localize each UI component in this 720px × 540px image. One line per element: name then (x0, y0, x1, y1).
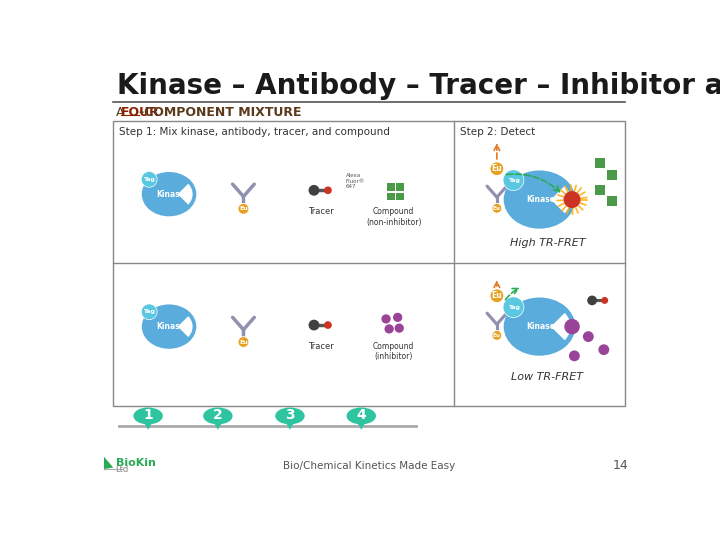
Text: Step 1: Mix kinase, antibody, tracer, and compound: Step 1: Mix kinase, antibody, tracer, an… (120, 127, 390, 137)
Text: Eu: Eu (493, 206, 501, 211)
Text: Bio/Chemical Kinetics Made Easy: Bio/Chemical Kinetics Made Easy (283, 461, 455, 471)
Wedge shape (178, 316, 193, 337)
Text: 1: 1 (143, 408, 153, 422)
Bar (387, 193, 395, 200)
Circle shape (141, 172, 157, 187)
Circle shape (238, 204, 249, 214)
Circle shape (601, 297, 608, 304)
Ellipse shape (504, 171, 575, 228)
Circle shape (384, 325, 394, 334)
Circle shape (382, 314, 391, 323)
Text: Eu: Eu (239, 340, 248, 345)
Polygon shape (214, 423, 222, 430)
Bar (607, 170, 617, 179)
Text: Eu: Eu (493, 333, 501, 338)
Circle shape (309, 185, 320, 195)
Text: BioKin: BioKin (116, 458, 156, 468)
Text: Tag: Tag (508, 305, 519, 310)
Text: Step 2: Detect: Step 2: Detect (461, 127, 536, 137)
Circle shape (564, 319, 580, 334)
Circle shape (490, 162, 504, 176)
Circle shape (492, 330, 502, 340)
Text: 2: 2 (213, 408, 222, 422)
Ellipse shape (504, 298, 575, 356)
Text: Kinase: Kinase (526, 195, 556, 204)
Text: -COMPONENT MIXTURE: -COMPONENT MIXTURE (139, 106, 302, 119)
Text: Kinase: Kinase (156, 190, 185, 199)
Bar (595, 158, 606, 168)
Polygon shape (357, 423, 365, 430)
Polygon shape (144, 423, 152, 430)
Text: Kinase – Antibody – Tracer – Inhibitor assay: Kinase – Antibody – Tracer – Inhibitor a… (117, 72, 720, 100)
Text: Tracer: Tracer (308, 207, 334, 216)
Circle shape (324, 321, 332, 329)
Text: Eu: Eu (239, 206, 248, 211)
Circle shape (503, 297, 524, 318)
Text: Low TR-FRET: Low TR-FRET (511, 373, 583, 382)
Text: 14: 14 (613, 460, 629, 472)
Text: Tag: Tag (508, 178, 519, 183)
Circle shape (141, 304, 157, 320)
Wedge shape (551, 313, 570, 340)
Bar (396, 184, 404, 191)
Circle shape (324, 186, 332, 194)
Circle shape (503, 170, 524, 191)
Wedge shape (551, 186, 570, 213)
Ellipse shape (142, 305, 197, 349)
Text: A: A (116, 106, 128, 119)
Bar (595, 185, 606, 195)
Ellipse shape (275, 408, 305, 424)
Text: Compound
(inhibitor): Compound (inhibitor) (373, 342, 415, 361)
Text: Compound
(non-inhibitor): Compound (non-inhibitor) (366, 207, 421, 227)
Text: 4: 4 (356, 408, 366, 422)
Polygon shape (104, 457, 113, 469)
Circle shape (492, 204, 502, 213)
Text: Eu: Eu (492, 164, 503, 173)
Ellipse shape (346, 408, 376, 424)
Text: Kinase: Kinase (156, 322, 185, 331)
Circle shape (569, 350, 580, 361)
Text: FOUR: FOUR (121, 106, 160, 119)
Circle shape (588, 295, 597, 305)
Text: Kinase: Kinase (526, 322, 556, 331)
Text: Ltd: Ltd (116, 465, 129, 474)
Circle shape (238, 336, 249, 347)
Text: Alexa
Fluor®
647: Alexa Fluor® 647 (346, 173, 365, 190)
Ellipse shape (203, 408, 233, 424)
Circle shape (490, 289, 504, 303)
Text: 3: 3 (285, 408, 294, 422)
Circle shape (564, 191, 580, 208)
Circle shape (598, 345, 609, 355)
Text: Tracer: Tracer (308, 342, 334, 351)
Wedge shape (178, 184, 193, 205)
Text: Tag: Tag (143, 309, 155, 314)
Text: Eu: Eu (492, 291, 503, 300)
Ellipse shape (142, 172, 197, 217)
Text: High TR-FRET: High TR-FRET (510, 238, 585, 248)
Circle shape (395, 323, 404, 333)
Ellipse shape (133, 408, 163, 424)
Bar (607, 197, 617, 206)
Bar (387, 184, 395, 191)
Circle shape (393, 313, 402, 322)
Polygon shape (286, 423, 294, 430)
Text: Tag: Tag (143, 177, 155, 182)
Bar (396, 193, 404, 200)
Circle shape (309, 320, 320, 330)
Bar (113, 121, 625, 406)
Circle shape (583, 331, 594, 342)
